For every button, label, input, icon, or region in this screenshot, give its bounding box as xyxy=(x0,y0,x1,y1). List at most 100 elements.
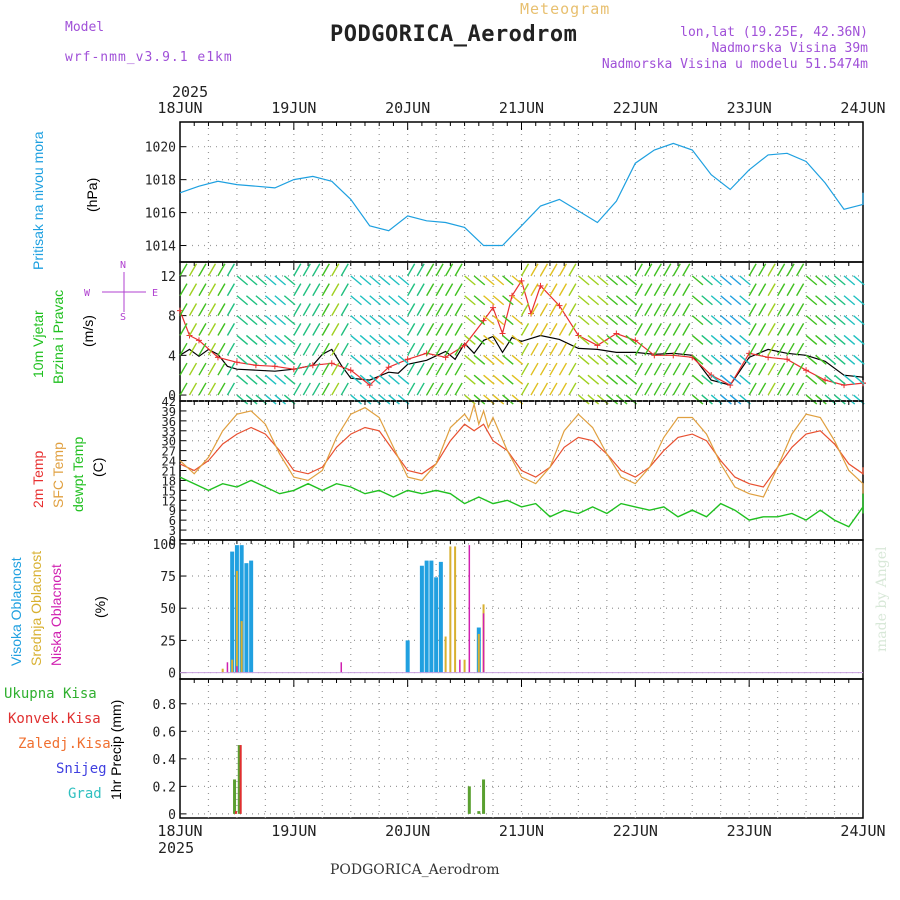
wind-barb xyxy=(824,374,837,385)
wind-barb xyxy=(653,322,662,336)
wind-barb xyxy=(777,303,786,316)
wind-barb xyxy=(615,295,628,306)
wind-barb xyxy=(454,263,463,277)
wind-barb xyxy=(625,374,638,385)
wind-barb xyxy=(435,303,444,316)
precip-panel: 0 0.2 0.4 0.6 0.8 xyxy=(153,678,864,823)
wind-barb xyxy=(606,394,619,405)
compass-e: E xyxy=(152,288,159,299)
wind-barb xyxy=(720,295,732,306)
wind-barb xyxy=(672,322,681,336)
wind-barb xyxy=(758,342,767,356)
wind-barb xyxy=(615,374,628,385)
wind-panel: 0 4 8 12 xyxy=(160,261,866,405)
wind-barb xyxy=(397,374,410,385)
pressure-line xyxy=(179,142,864,247)
y-tick-label: 1014 xyxy=(145,240,176,255)
wind-barb xyxy=(331,342,340,356)
wind-barb xyxy=(293,283,302,297)
wind-barb xyxy=(777,322,786,336)
wind-barb xyxy=(748,322,757,336)
gust-marker xyxy=(385,364,392,371)
wind-barb xyxy=(634,283,643,297)
wind-barb xyxy=(786,283,795,297)
wind-barb xyxy=(653,342,662,356)
wind-barb xyxy=(644,263,653,277)
gust-marker xyxy=(195,337,202,344)
wind-barb xyxy=(558,303,568,316)
wind-barb xyxy=(748,263,757,277)
wind-barb xyxy=(350,374,362,385)
wind-barb xyxy=(264,374,277,385)
low-cloud-bar xyxy=(459,659,461,673)
wind-barb xyxy=(549,382,558,396)
wind-barb xyxy=(407,303,416,316)
wind-barb xyxy=(473,394,486,405)
wind-barb xyxy=(236,275,249,286)
wind-barb xyxy=(397,334,410,346)
wind-barb xyxy=(682,263,691,277)
wind-barb xyxy=(625,334,638,346)
wind-barb xyxy=(720,315,732,326)
high-cloud-bar xyxy=(405,640,410,673)
wind-barb xyxy=(672,342,681,356)
wind-barb xyxy=(217,303,226,316)
wind-barb xyxy=(397,394,410,405)
wind-barb xyxy=(549,342,558,356)
wind-barb xyxy=(255,394,268,405)
wind-barb xyxy=(369,394,381,405)
wind-barb xyxy=(198,322,207,336)
wind-barb xyxy=(672,263,681,277)
x-tick-label-bottom: 23JUN xyxy=(727,822,772,840)
x-tick-label-bottom: 19JUN xyxy=(271,822,316,840)
wind-barb xyxy=(577,374,590,385)
wind-barb xyxy=(255,374,268,385)
x-tick-label-bottom: 20JUN xyxy=(385,822,430,840)
wind-barb xyxy=(549,322,558,336)
model-label: Model xyxy=(65,20,105,35)
wind-barb xyxy=(312,362,321,376)
wind-barb xyxy=(729,374,742,385)
gust-marker xyxy=(290,366,297,373)
wind-barb xyxy=(435,342,444,356)
wind-barb xyxy=(653,303,662,316)
wind-barb xyxy=(226,322,236,336)
wind-barb xyxy=(226,303,236,316)
wind-barb xyxy=(786,322,795,336)
gust-marker xyxy=(490,304,497,311)
wind-barb xyxy=(492,295,505,306)
wind-barb xyxy=(217,342,226,356)
wind-barb xyxy=(473,295,486,306)
wind-barb xyxy=(853,295,865,306)
wind-barb xyxy=(777,382,786,396)
wind-barb xyxy=(815,275,827,286)
pressure-panel: 1014 1016 1018 1020 xyxy=(145,121,864,263)
wind-barb xyxy=(824,315,837,326)
wind-barb xyxy=(426,283,435,297)
wind-barb xyxy=(378,275,391,286)
wind-barb xyxy=(729,295,742,306)
wind-barb xyxy=(340,303,349,316)
wind-barb xyxy=(539,303,549,316)
gust-marker xyxy=(527,310,534,317)
wind-barb xyxy=(416,362,425,376)
sfc-temp-line xyxy=(179,401,864,498)
wind-barb xyxy=(549,303,558,316)
wind-barb xyxy=(777,342,786,356)
y-tick-label: 25 xyxy=(160,634,176,649)
wind-barb xyxy=(416,322,425,336)
wind-barb xyxy=(777,263,786,277)
y-tick-label: 1018 xyxy=(145,174,176,189)
station-title: PODGORICA_Aerodrom xyxy=(330,22,578,47)
mid-cloud-bar xyxy=(454,546,457,673)
wind-barb xyxy=(226,283,236,297)
wind-barb xyxy=(843,394,856,405)
wind-barb xyxy=(407,263,416,277)
wind-barb xyxy=(653,263,662,277)
wind-barb xyxy=(672,303,681,316)
wind-barb xyxy=(179,263,188,277)
wind-barb xyxy=(834,394,846,405)
wind-barb xyxy=(217,362,226,376)
wind-barb xyxy=(815,315,827,326)
